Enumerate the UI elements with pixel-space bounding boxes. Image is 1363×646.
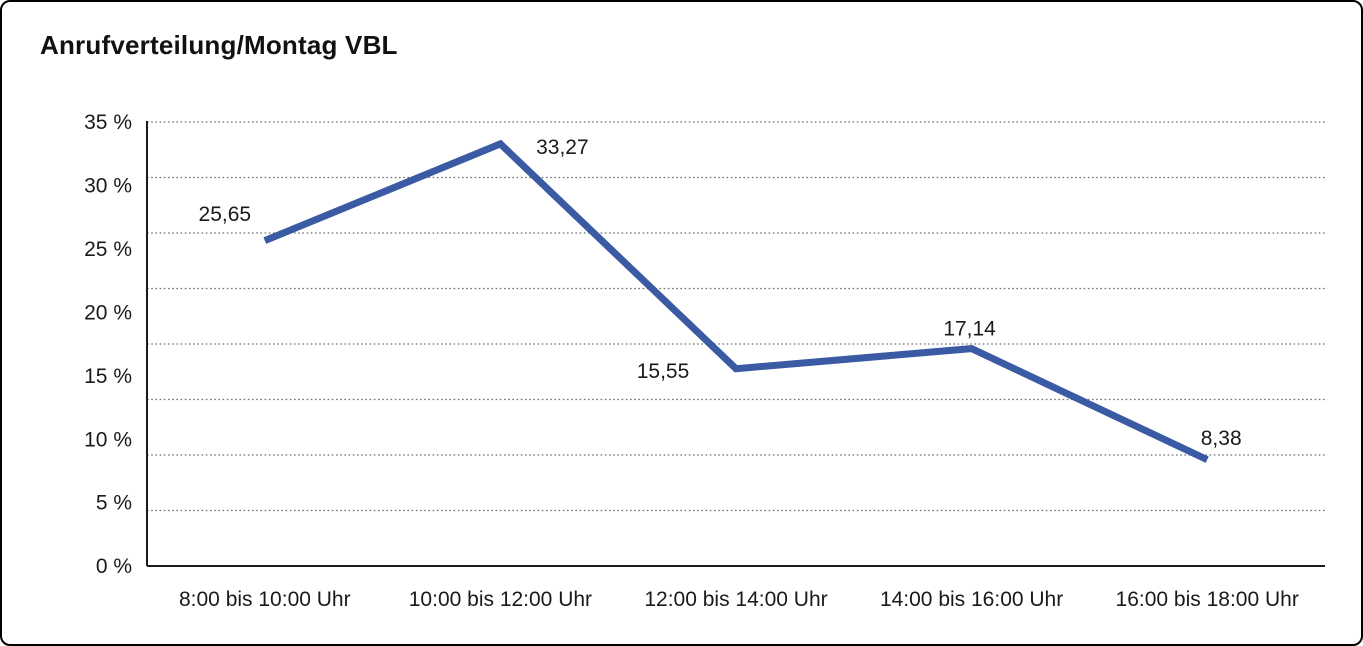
data-label: 33,27 xyxy=(536,136,589,159)
data-label: 17,14 xyxy=(943,318,996,341)
y-tick-label: 35 % xyxy=(84,111,132,134)
chart-title: Anrufverteilung/Montag VBL xyxy=(40,30,398,60)
data-label: 8,38 xyxy=(1201,427,1242,450)
y-tick-label: 5 % xyxy=(96,492,132,515)
y-tick-label: 10 % xyxy=(84,428,132,451)
x-tick-label: 14:00 bis 16:00 Uhr xyxy=(880,588,1063,611)
x-tick-label: 12:00 bis 14:00 Uhr xyxy=(644,588,827,611)
data-label: 15,55 xyxy=(637,360,690,383)
y-tick-label: 25 % xyxy=(84,238,132,261)
y-tick-label: 20 % xyxy=(84,301,132,324)
x-tick-label: 10:00 bis 12:00 Uhr xyxy=(409,588,592,611)
y-tick-label: 15 % xyxy=(84,365,132,388)
x-tick-label: 16:00 bis 18:00 Uhr xyxy=(1116,588,1299,611)
y-tick-label: 0 % xyxy=(96,555,132,578)
data-label: 25,65 xyxy=(199,203,252,226)
y-tick-label: 30 % xyxy=(84,175,132,198)
series-line xyxy=(263,139,1209,463)
x-tick-label: 8:00 bis 10:00 Uhr xyxy=(179,588,351,611)
